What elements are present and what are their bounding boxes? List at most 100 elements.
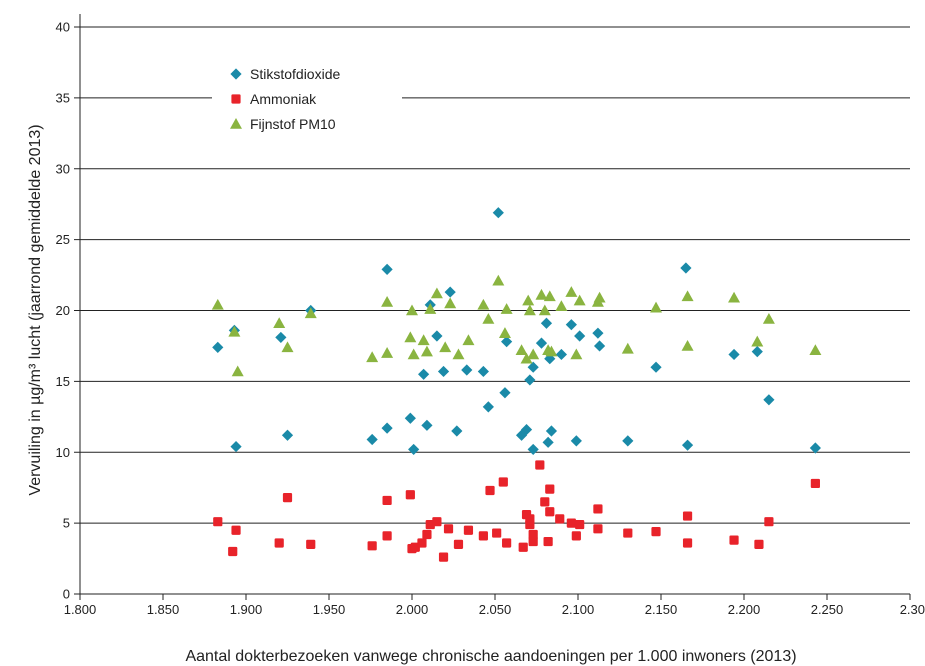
point-stikstofdioxide xyxy=(570,435,582,447)
legend-marker xyxy=(231,94,241,104)
point-stikstofdioxide xyxy=(418,368,430,380)
point-fijnstof-pm10 xyxy=(522,294,535,306)
point-stikstofdioxide xyxy=(681,439,694,451)
point-ammoniak xyxy=(528,529,538,540)
point-stikstofdioxide xyxy=(520,423,533,436)
point-ammoniak xyxy=(282,493,293,503)
point-ammoniak xyxy=(528,536,538,547)
point-ammoniak xyxy=(518,542,528,552)
point-fijnstof-pm10 xyxy=(621,342,634,354)
point-ammoniak xyxy=(540,497,550,507)
point-fijnstof-pm10 xyxy=(430,287,443,299)
point-ammoniak xyxy=(463,525,474,535)
y-tick-label: 40 xyxy=(56,20,70,35)
x-tick-label: 2.200 xyxy=(728,602,761,617)
point-fijnstof-pm10 xyxy=(681,339,694,351)
tick-labels: 0 5 10 15 20 25 30 35 40 1.800 1.850 1.900 1.950 2.00… xyxy=(56,20,925,618)
point-fijnstof-pm10 xyxy=(381,347,394,358)
point-stikstofdioxide xyxy=(275,331,287,344)
point-stikstofdioxide xyxy=(650,361,662,373)
point-fijnstof-pm10 xyxy=(439,341,452,353)
point-ammoniak xyxy=(543,536,553,547)
point-stikstofdioxide xyxy=(451,425,463,437)
point-stikstofdioxide xyxy=(421,419,433,431)
point-fijnstof-pm10 xyxy=(424,303,437,314)
point-stikstofdioxide xyxy=(527,361,539,373)
point-fijnstof-pm10 xyxy=(520,352,533,364)
x-tick-label: 2.050 xyxy=(479,602,512,617)
point-ammoniak xyxy=(593,524,603,534)
point-ammoniak xyxy=(729,535,739,545)
y-tick-label: 0 xyxy=(63,587,70,602)
point-ammoniak xyxy=(682,511,693,521)
point-stikstofdioxide xyxy=(230,440,242,453)
point-fijnstof-pm10 xyxy=(417,334,430,346)
point-fijnstof-pm10 xyxy=(482,313,495,324)
point-ammoniak xyxy=(502,538,512,548)
legend-label: Ammoniak xyxy=(250,91,317,107)
axes xyxy=(74,14,911,600)
point-ammoniak xyxy=(306,539,316,549)
point-fijnstof-pm10 xyxy=(500,303,513,314)
point-fijnstof-pm10 xyxy=(407,348,420,360)
series-ammoniak xyxy=(213,460,820,562)
y-axis-title: Vervuiling in µg/m³ lucht (jaarrond gemi… xyxy=(27,124,44,495)
x-tick-label: 2.250 xyxy=(811,602,844,617)
y-tick-label: 5 xyxy=(63,516,70,531)
point-ammoniak xyxy=(443,524,454,534)
series-stikstofdioxide xyxy=(212,207,821,456)
point-fijnstof-pm10 xyxy=(273,317,286,329)
x-tick-label: 2.000 xyxy=(396,602,429,617)
point-ammoniak xyxy=(228,546,238,557)
legend-background xyxy=(212,58,402,140)
point-fijnstof-pm10 xyxy=(762,313,775,324)
point-ammoniak xyxy=(405,490,415,500)
point-stikstofdioxide xyxy=(535,337,548,349)
point-stikstofdioxide xyxy=(381,263,393,275)
point-fijnstof-pm10 xyxy=(573,294,586,306)
point-stikstofdioxide xyxy=(527,443,539,456)
point-ammoniak xyxy=(367,541,377,551)
point-fijnstof-pm10 xyxy=(593,291,606,303)
x-tick-label: 1.800 xyxy=(64,602,97,617)
point-stikstofdioxide xyxy=(437,365,450,378)
point-ammoniak xyxy=(485,485,495,496)
point-stikstofdioxide xyxy=(482,401,494,413)
y-tick-label: 30 xyxy=(56,161,70,176)
point-ammoniak xyxy=(555,514,565,524)
point-stikstofdioxide xyxy=(461,364,473,376)
point-fijnstof-pm10 xyxy=(462,334,475,346)
point-fijnstof-pm10 xyxy=(366,351,379,363)
point-ammoniak xyxy=(525,519,535,530)
point-stikstofdioxide xyxy=(555,348,567,361)
point-fijnstof-pm10 xyxy=(527,348,540,360)
point-stikstofdioxide xyxy=(408,443,420,456)
point-fijnstof-pm10 xyxy=(231,365,244,377)
point-fijnstof-pm10 xyxy=(452,348,465,360)
point-ammoniak xyxy=(623,528,633,538)
legend-marker xyxy=(230,68,242,80)
point-ammoniak xyxy=(492,528,502,538)
point-ammoniak xyxy=(571,531,581,541)
point-stikstofdioxide xyxy=(492,207,504,219)
point-stikstofdioxide xyxy=(545,425,558,437)
point-stikstofdioxide xyxy=(542,436,554,448)
gridlines xyxy=(80,26,910,524)
point-ammoniak xyxy=(575,519,585,530)
point-ammoniak xyxy=(213,517,223,527)
point-stikstofdioxide xyxy=(477,365,489,378)
legend-label: Fijnstof PM10 xyxy=(250,116,336,132)
point-stikstofdioxide xyxy=(592,327,604,339)
point-fijnstof-pm10 xyxy=(211,298,224,310)
point-fijnstof-pm10 xyxy=(809,344,822,355)
legend: Stikstofdioxide Ammoniak Fijnstof PM10 xyxy=(212,58,402,140)
point-ammoniak xyxy=(382,495,392,506)
point-fijnstof-pm10 xyxy=(650,301,663,313)
point-fijnstof-pm10 xyxy=(538,304,551,316)
point-fijnstof-pm10 xyxy=(420,345,433,357)
point-stikstofdioxide xyxy=(751,346,763,358)
point-stikstofdioxide xyxy=(763,394,775,406)
legend-marker xyxy=(230,118,242,129)
point-fijnstof-pm10 xyxy=(406,304,418,316)
y-tick-label: 25 xyxy=(56,232,70,247)
